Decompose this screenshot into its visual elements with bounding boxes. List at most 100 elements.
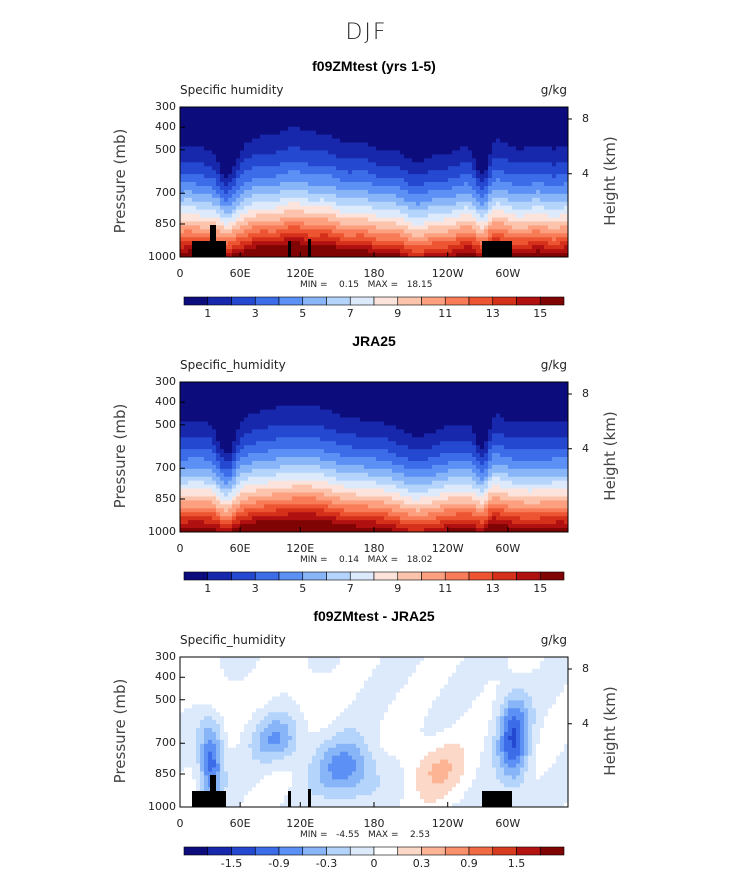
field-cell bbox=[192, 217, 197, 222]
field-cell bbox=[252, 193, 257, 199]
field-cell bbox=[456, 229, 461, 234]
field-cell bbox=[324, 170, 329, 175]
field-cell bbox=[312, 249, 317, 254]
field-cell bbox=[248, 146, 253, 151]
field-cell bbox=[440, 382, 445, 387]
field-cell bbox=[228, 401, 233, 407]
field-cell bbox=[304, 405, 309, 411]
field-cell bbox=[364, 201, 369, 207]
field-cell bbox=[456, 425, 461, 430]
field-cell bbox=[248, 397, 253, 403]
field-cell bbox=[308, 142, 313, 147]
field-cell bbox=[248, 241, 253, 246]
field-cell bbox=[516, 217, 521, 222]
field-cell bbox=[468, 134, 473, 139]
field-cell bbox=[452, 193, 457, 199]
field-cell bbox=[364, 429, 369, 434]
field-cell bbox=[288, 221, 293, 226]
field-cell bbox=[432, 397, 437, 403]
field-cell bbox=[452, 178, 457, 183]
field-cell bbox=[540, 209, 545, 214]
field-cell bbox=[292, 122, 297, 128]
field-cell bbox=[188, 146, 193, 151]
field-cell bbox=[372, 401, 377, 407]
field-cell bbox=[308, 107, 313, 112]
field-cell bbox=[448, 421, 453, 426]
field-cell bbox=[516, 142, 521, 147]
field-cell bbox=[356, 237, 361, 242]
field-cell bbox=[452, 221, 457, 226]
field-cell bbox=[532, 421, 537, 426]
field-cell bbox=[496, 122, 501, 128]
field-cell bbox=[396, 389, 401, 395]
field-cell bbox=[560, 110, 565, 116]
field-cell bbox=[240, 122, 245, 128]
field-cell bbox=[512, 425, 517, 430]
field-cell bbox=[564, 107, 569, 112]
field-cell bbox=[448, 229, 453, 234]
field-cell bbox=[456, 245, 461, 250]
field-cell bbox=[352, 134, 357, 139]
field-cell bbox=[400, 217, 405, 222]
field-cell bbox=[256, 107, 261, 112]
field-cell bbox=[336, 122, 341, 128]
field-cell bbox=[344, 146, 349, 151]
field-cell bbox=[412, 174, 417, 179]
field-cell bbox=[292, 413, 297, 418]
field-cell bbox=[260, 237, 265, 242]
field-cell bbox=[516, 225, 521, 230]
field-cell bbox=[464, 421, 469, 426]
field-cell bbox=[380, 122, 385, 128]
field-cell bbox=[260, 217, 265, 222]
field-cell bbox=[228, 249, 233, 254]
field-cell bbox=[504, 205, 509, 211]
field-cell bbox=[312, 209, 317, 214]
field-cell bbox=[260, 201, 265, 207]
field-cell bbox=[488, 389, 493, 395]
field-cell bbox=[484, 162, 489, 167]
field-cell bbox=[408, 413, 413, 418]
field-cell bbox=[272, 401, 277, 407]
field-cell bbox=[300, 162, 305, 167]
field-cell bbox=[500, 197, 505, 203]
field-cell bbox=[296, 205, 301, 211]
field-cell bbox=[460, 174, 465, 179]
field-cell bbox=[420, 213, 425, 218]
field-cell bbox=[536, 389, 541, 395]
field-cell bbox=[488, 170, 493, 175]
field-cell bbox=[312, 421, 317, 426]
field-cell bbox=[364, 409, 369, 414]
field-cell bbox=[464, 118, 469, 124]
field-cell bbox=[260, 429, 265, 434]
field-cell bbox=[448, 166, 453, 171]
field-cell bbox=[352, 138, 357, 143]
field-cell bbox=[560, 221, 565, 226]
field-cell bbox=[432, 382, 437, 387]
field-cell bbox=[564, 421, 569, 426]
field-cell bbox=[364, 401, 369, 407]
field-cell bbox=[264, 409, 269, 414]
field-cell bbox=[376, 158, 381, 163]
field-cell bbox=[528, 401, 533, 407]
field-cell bbox=[464, 385, 469, 391]
field-cell bbox=[188, 225, 193, 230]
field-cell bbox=[348, 221, 353, 226]
field-cell bbox=[284, 118, 289, 124]
field-cell bbox=[408, 189, 413, 195]
field-cell bbox=[268, 221, 273, 226]
field-cell bbox=[244, 162, 249, 167]
field-cell bbox=[196, 107, 201, 112]
field-cell bbox=[508, 154, 513, 159]
field-cell bbox=[512, 249, 517, 254]
field-cell bbox=[320, 182, 325, 187]
field-cell bbox=[188, 138, 193, 143]
field-cell bbox=[556, 193, 561, 199]
field-cell bbox=[540, 166, 545, 171]
field-cell bbox=[496, 397, 501, 403]
field-cell bbox=[536, 174, 541, 179]
field-cell bbox=[436, 385, 441, 391]
field-cell bbox=[412, 393, 417, 399]
field-cell bbox=[268, 138, 273, 143]
field-cell bbox=[452, 197, 457, 203]
field-cell bbox=[252, 389, 257, 395]
